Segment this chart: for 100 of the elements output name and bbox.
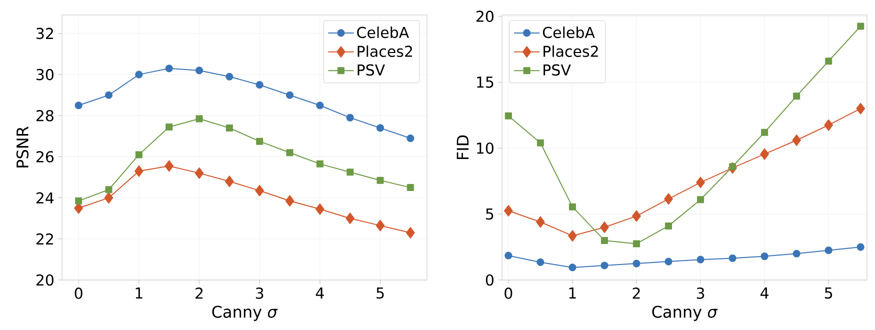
point [316,203,324,215]
point [226,72,234,80]
legend-label: Places2 [358,45,412,58]
point [104,192,114,204]
point [600,262,608,270]
y-tick-label: 22 [36,233,53,244]
point [632,260,640,268]
point [632,240,640,248]
point [568,264,576,272]
y-tick-label: 20 [476,10,494,22]
point [406,134,414,142]
x-tick-label: 5 [376,288,384,299]
point [761,128,768,136]
point [166,123,173,130]
point [792,250,800,258]
x-tick-label: 1 [136,288,142,298]
point [406,227,415,238]
point [536,258,544,266]
legend-label: CelebA [357,26,410,38]
point [376,220,385,232]
y-axis-title: PSNR [16,126,29,168]
point [376,124,384,132]
point [74,102,82,110]
point [824,246,832,254]
y-tick-label: 28 [36,110,54,122]
point [664,193,673,205]
y-tick-label: 30 [36,68,54,80]
point [256,138,264,145]
point [75,197,82,204]
y-tick-label: 10 [477,142,494,154]
x-tick-label: 0 [74,288,82,299]
x-tick-label: 1 [569,288,576,298]
point [696,176,705,188]
point [568,203,576,210]
x-tick-label: 0 [504,288,512,299]
legend-label: PSV [358,64,385,76]
point [226,124,233,132]
point [346,168,354,176]
x-tick-label: 3 [696,288,704,299]
point [664,222,672,230]
point [857,22,864,30]
legend-label: PSV [544,64,571,76]
y-tick-label: 15 [477,76,494,88]
point [792,134,801,146]
point [316,160,324,168]
point [793,92,800,100]
point [195,66,204,74]
point [728,254,736,262]
x-tick-label: 4 [760,288,768,298]
point [135,70,143,78]
point [196,115,203,122]
y-tick-label: 24 [36,192,54,204]
x-tick-label: 4 [316,288,324,298]
point [164,160,174,172]
point [376,176,384,184]
point [285,195,294,207]
point [346,114,354,122]
point [600,236,608,244]
x-axis-title: Canny σ [652,306,718,321]
legend-label: CelebA [542,26,595,38]
x-tick-label: 5 [824,288,832,299]
point [568,230,577,242]
point [504,205,513,216]
point [697,196,704,204]
point [286,91,294,99]
point [134,165,144,177]
point [135,151,142,158]
point [760,252,768,260]
point [856,102,866,114]
x-tick-label: 2 [196,288,203,299]
point [165,64,173,72]
point [406,184,414,192]
x-tick-label: 2 [632,288,640,299]
point [316,102,324,110]
point [825,58,832,65]
point [760,148,769,160]
point [600,222,609,233]
point [194,167,204,179]
x-tick-label: 3 [256,288,264,299]
point [696,256,704,264]
point [105,186,112,194]
y-tick-label: 5 [486,208,494,220]
y-tick-label: 32 [36,28,53,40]
point [729,163,736,170]
y-tick-label: 20 [36,274,54,286]
point [536,216,545,228]
point [255,184,264,196]
legend-label: Places2 [544,45,598,58]
point [536,139,544,146]
point [504,112,512,120]
point [346,212,354,224]
point [104,91,113,99]
y-tick-label: 26 [36,151,54,162]
point [664,258,672,266]
point [256,81,264,89]
point [504,252,512,260]
point [824,119,833,131]
point [286,149,294,156]
point [632,210,641,222]
point [225,176,234,188]
